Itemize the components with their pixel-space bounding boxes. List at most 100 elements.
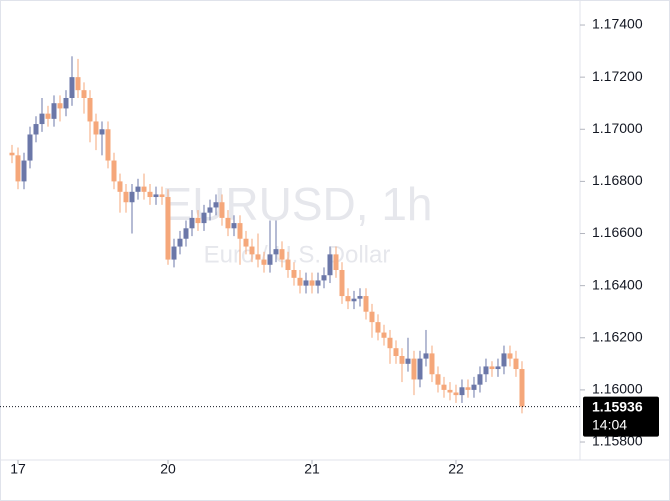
candle-body: [507, 353, 513, 359]
candle-body: [231, 223, 237, 229]
candle-body: [429, 353, 435, 375]
candle-body: [135, 186, 141, 192]
candle-body: [321, 275, 327, 281]
candle-body: [417, 358, 423, 380]
candle-body: [195, 217, 201, 224]
price-label-box: [583, 396, 659, 437]
candle-body: [201, 212, 207, 224]
watermark-subtitle: Euro / U.S. Dollar: [204, 241, 391, 268]
candle-body: [237, 223, 243, 239]
candle-body: [483, 366, 489, 375]
candle-body: [411, 358, 417, 380]
candle-body: [171, 246, 177, 260]
candle-body: [63, 97, 69, 109]
candle-body: [99, 129, 105, 135]
candle-body: [423, 353, 429, 359]
candle-body: [495, 366, 501, 370]
candle-body: [117, 181, 123, 192]
candle-body: [249, 246, 255, 255]
y-tick-label: 1.17400: [592, 16, 643, 32]
watermark: EURUSD, 1h: [162, 178, 433, 230]
candle-body: [387, 337, 393, 349]
candle-body: [327, 254, 333, 276]
price-label: 1.15936: [592, 398, 643, 414]
candle-body: [141, 186, 147, 192]
candle-body: [165, 197, 171, 260]
candle-body: [183, 228, 189, 239]
candle-body: [9, 152, 15, 156]
candle-body: [399, 356, 405, 364]
candle-body: [207, 207, 213, 213]
candle-body: [159, 194, 165, 198]
x-tick-label: 17: [10, 461, 26, 477]
candle-body: [309, 280, 315, 286]
candle-body: [27, 134, 33, 161]
candle-body: [129, 191, 135, 203]
candle-body: [303, 280, 309, 286]
candle-body: [45, 113, 51, 119]
candle-body: [51, 103, 57, 119]
candle-body: [315, 280, 321, 286]
y-tick-label: 1.17200: [592, 68, 643, 84]
candle-body: [285, 259, 291, 271]
y-tick-label: 1.16200: [592, 328, 643, 344]
candle-body: [345, 296, 351, 302]
candle-body: [225, 217, 231, 229]
candle-body: [147, 191, 153, 198]
candle-body: [153, 194, 159, 198]
candle-body: [75, 77, 81, 91]
candle-body: [447, 389, 453, 393]
x-tick-label: 22: [448, 461, 464, 477]
candle-body: [261, 259, 267, 265]
candle-body: [297, 277, 303, 286]
candle-body: [489, 366, 495, 370]
candle-body: [93, 121, 99, 135]
candle-body: [177, 238, 183, 247]
candle-body: [435, 374, 441, 385]
y-tick-label: 1.16000: [592, 381, 643, 397]
candle-body: [357, 296, 363, 299]
candle-body: [57, 103, 63, 109]
candle-body: [405, 358, 411, 364]
candle-body: [21, 160, 27, 182]
candle-body: [279, 249, 285, 260]
candle-body: [87, 97, 93, 122]
candle-body: [459, 387, 465, 396]
candle-body: [351, 298, 357, 302]
candle-body: [39, 113, 45, 125]
candle-body: [369, 311, 375, 323]
candle-body: [333, 254, 339, 271]
candle-body: [465, 387, 471, 390]
candle-body: [189, 217, 195, 229]
x-tick-label: 20: [160, 461, 176, 477]
candle-body: [381, 332, 387, 338]
candle-body: [375, 322, 381, 333]
candles: [9, 56, 525, 414]
candle-body: [267, 254, 273, 265]
candle-body: [441, 384, 447, 390]
candle-body: [81, 90, 87, 98]
candle-body: [471, 384, 477, 390]
candle-body: [105, 129, 111, 161]
candle-body: [213, 202, 219, 208]
candle-body: [273, 249, 279, 255]
candle-body: [15, 155, 21, 182]
candle-body: [111, 160, 117, 182]
y-tick-label: 1.16600: [592, 224, 643, 240]
countdown-label: 14:04: [592, 416, 627, 432]
candle-body: [501, 353, 507, 367]
y-tick-label: 1.16400: [592, 276, 643, 292]
candle-body: [453, 392, 459, 396]
x-tick-label: 21: [304, 461, 320, 477]
candle-body: [363, 296, 369, 312]
candle-body: [519, 369, 525, 407]
candle-body: [291, 270, 297, 278]
y-tick-label: 1.16800: [592, 172, 643, 188]
candle-body: [477, 374, 483, 385]
y-tick-label: 1.15800: [592, 433, 643, 449]
candle-body: [255, 254, 261, 260]
candle-body: [69, 77, 75, 98]
candle-body: [219, 202, 225, 218]
